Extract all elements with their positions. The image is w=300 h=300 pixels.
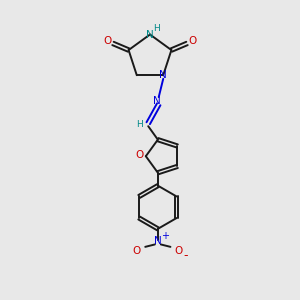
- Text: N: N: [153, 96, 161, 106]
- Text: O: O: [189, 36, 197, 46]
- Text: O: O: [175, 246, 183, 256]
- Text: -: -: [184, 249, 188, 262]
- Text: N: N: [146, 29, 154, 40]
- Text: O: O: [133, 246, 141, 256]
- Text: N: N: [159, 70, 167, 80]
- Text: H: H: [154, 24, 160, 33]
- Text: O: O: [136, 150, 144, 160]
- Text: O: O: [103, 36, 111, 46]
- Text: +: +: [161, 231, 169, 241]
- Text: H: H: [136, 120, 143, 129]
- Text: N: N: [154, 236, 162, 247]
